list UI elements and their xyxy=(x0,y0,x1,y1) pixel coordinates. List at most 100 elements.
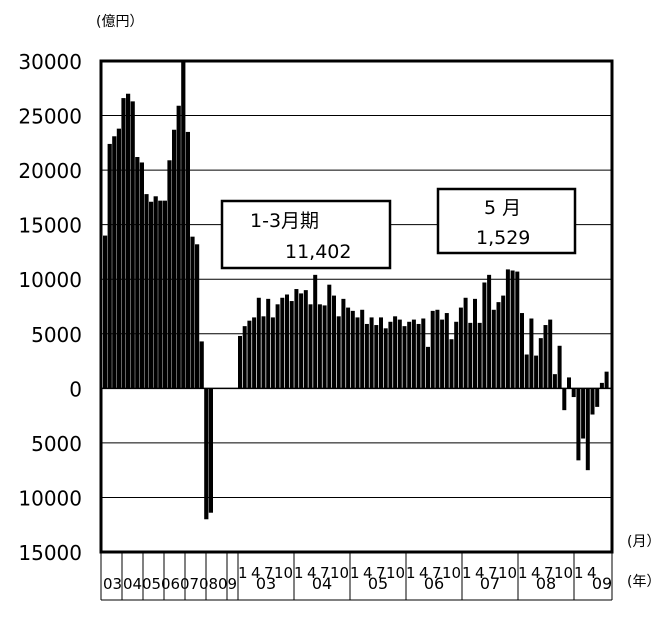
x-month-label: 7 xyxy=(544,564,554,582)
x-unit-month-label: (月） xyxy=(627,534,653,550)
bar-monthly xyxy=(270,317,275,389)
bar-early xyxy=(112,136,117,389)
bar-early xyxy=(195,244,200,389)
y-tick-label: 15000 xyxy=(18,541,82,565)
x-month-label: 1 xyxy=(294,564,304,582)
x-month-label: 7 xyxy=(488,564,498,582)
annotation-q1: 1-3月期 11,402 xyxy=(220,199,392,270)
bar-monthly xyxy=(393,316,398,389)
bar-early xyxy=(139,162,144,389)
bar-monthly xyxy=(322,305,327,389)
bar-early xyxy=(167,160,172,389)
bar-monthly xyxy=(280,297,285,389)
annotation-q1-value: 11,402 xyxy=(285,241,351,263)
bar-monthly xyxy=(379,317,383,389)
bar-monthly xyxy=(266,298,271,389)
x-month-label: 1 xyxy=(350,564,360,582)
bar-monthly xyxy=(426,346,430,389)
x-month-label: 1 xyxy=(574,564,584,582)
bar-monthly xyxy=(496,302,501,389)
bar-monthly xyxy=(275,304,280,389)
annotation-may-value: 1,529 xyxy=(476,227,530,249)
bar-monthly xyxy=(599,382,604,389)
y-tick-labels: 30000 25000 20000 15000 10000 5000 0 5000 10000 1… xyxy=(18,50,82,565)
bar-monthly xyxy=(308,304,313,389)
x-month-label: 4 xyxy=(419,564,429,582)
bar-monthly xyxy=(585,388,590,471)
x-left-year-label: 08 xyxy=(199,575,218,593)
x-month-label: 7 xyxy=(264,564,274,582)
bar-monthly xyxy=(346,307,351,389)
bar-monthly xyxy=(299,293,304,389)
bar-monthly xyxy=(534,355,539,389)
bar-monthly xyxy=(529,318,534,389)
x-month-label: 1 xyxy=(518,564,528,582)
x-axis-area: 03 04 05 06 07 08 091 4 7 10 1 4 7 10 1 4 7 10 1 4 7 10 1 4 7 10 1… xyxy=(100,552,613,601)
bar-monthly xyxy=(336,316,341,389)
bar-monthly xyxy=(473,298,477,389)
bar-monthly xyxy=(289,301,294,389)
bar-early xyxy=(172,129,177,389)
bar-monthly xyxy=(435,309,440,389)
bar-monthly xyxy=(458,307,463,389)
bar-monthly xyxy=(294,289,299,389)
annotation-may-title: 5 月 xyxy=(484,197,521,219)
bar-monthly xyxy=(463,297,468,389)
annotation-q1-title: 1-3月期 xyxy=(250,210,319,232)
x-month-label: 4 xyxy=(363,564,373,582)
bar-monthly xyxy=(477,322,482,389)
x-month-label: 10 xyxy=(498,564,517,582)
x-month-label: 4 xyxy=(307,564,317,582)
bar-monthly xyxy=(449,339,454,389)
bar-early xyxy=(135,157,140,389)
bar-monthly xyxy=(538,338,543,389)
bar-monthly xyxy=(444,313,449,389)
bar-early xyxy=(103,235,108,389)
x-left-year-label: 05 xyxy=(142,575,161,593)
bar-monthly xyxy=(482,282,487,389)
bar-monthly xyxy=(515,271,520,389)
bar-monthly xyxy=(327,284,332,389)
y-unit-label: (億円） xyxy=(96,14,143,30)
bar-monthly xyxy=(341,298,346,389)
bar-monthly xyxy=(487,274,492,389)
x-unit-year-label: (年） xyxy=(627,574,653,590)
plot-frame xyxy=(99,59,614,554)
x-year-label: 05 xyxy=(368,574,388,593)
bar-monthly xyxy=(571,388,576,398)
bar-monthly xyxy=(416,323,421,389)
bar-early xyxy=(158,200,163,389)
bar-monthly xyxy=(454,321,459,389)
bar-monthly xyxy=(557,345,562,389)
bar-monthly xyxy=(332,295,336,389)
x-year-label: 08 xyxy=(536,574,556,593)
bar-monthly xyxy=(256,297,261,389)
bar-early xyxy=(199,341,204,389)
bar-monthly xyxy=(505,269,510,389)
bar-monthly xyxy=(548,319,553,389)
x-year-label: 09 xyxy=(592,574,612,593)
bar-monthly xyxy=(285,294,289,389)
bar-monthly xyxy=(543,325,548,389)
bar-monthly xyxy=(604,371,609,389)
bar-monthly xyxy=(360,309,365,389)
bar-early xyxy=(149,201,154,389)
bar-early xyxy=(208,388,213,513)
bar-monthly xyxy=(350,310,355,389)
bar-early xyxy=(153,196,158,389)
x-month-label: 4 xyxy=(475,564,485,582)
bar-monthly xyxy=(491,309,496,389)
y-tick-label: 5000 xyxy=(31,432,82,456)
y-tick-label: 30000 xyxy=(18,50,82,74)
bar-monthly xyxy=(369,317,374,389)
bar-monthly xyxy=(562,388,567,411)
x-month-label: 7 xyxy=(320,564,330,582)
y-tick-label: 10000 xyxy=(18,268,82,292)
y-tick-label: 5000 xyxy=(31,323,82,347)
bar-monthly xyxy=(411,319,416,389)
bar-early xyxy=(130,101,135,389)
bar-monthly xyxy=(501,295,506,389)
x-month-label: 1 xyxy=(462,564,472,582)
x-month-label: 10 xyxy=(442,564,461,582)
